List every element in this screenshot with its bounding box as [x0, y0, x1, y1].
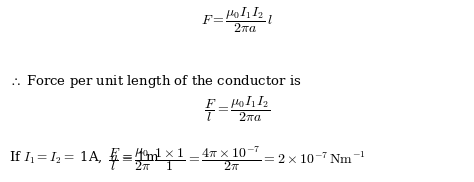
Text: $\dfrac{F}{l} = \dfrac{\mu_0 I_1 I_2}{2\pi a}$: $\dfrac{F}{l} = \dfrac{\mu_0 I_1 I_2}{2\…	[204, 95, 270, 124]
Text: $\dfrac{F}{l} = \dfrac{\mu_0}{2\pi}\; \dfrac{1 \times 1}{1} = \dfrac{4\pi \times: $\dfrac{F}{l} = \dfrac{\mu_0}{2\pi}\; \d…	[108, 144, 366, 173]
Text: $\therefore$ Force per unit length of the conductor is: $\therefore$ Force per unit length of th…	[9, 73, 302, 90]
Text: If $I_1 = I_2 = $ 1A,  $a$ = 1m: If $I_1 = I_2 = $ 1A, $a$ = 1m	[9, 149, 160, 165]
Text: $F = \dfrac{\mu_0 I_1 I_2}{2\pi a}\, l$: $F = \dfrac{\mu_0 I_1 I_2}{2\pi a}\, l$	[201, 5, 273, 35]
